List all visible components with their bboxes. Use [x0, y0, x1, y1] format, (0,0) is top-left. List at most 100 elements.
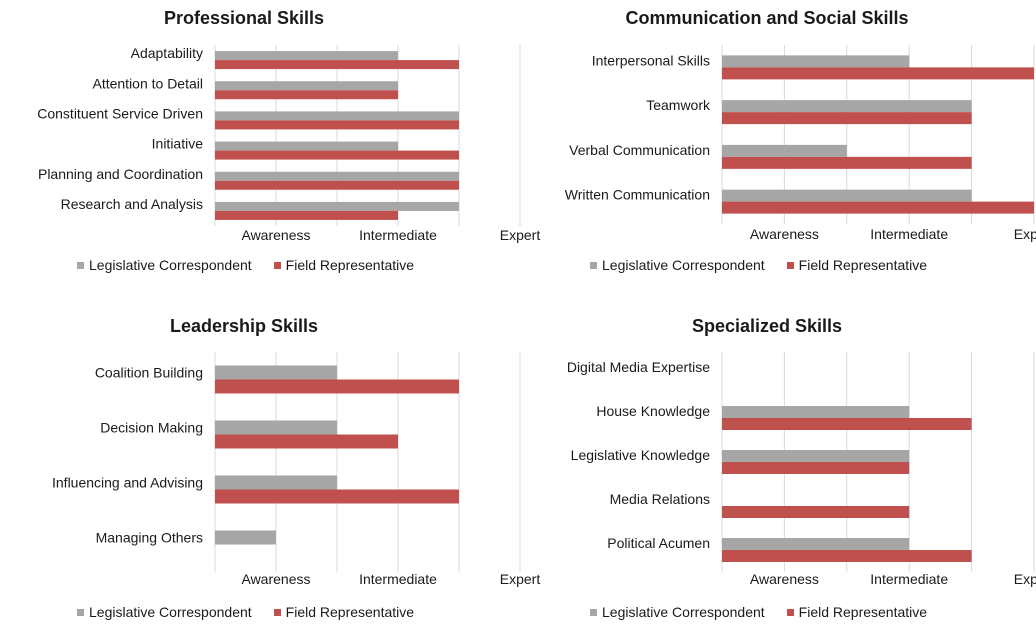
specialized-skills-chart: Specialized Skills Awareness Intermediate…	[518, 310, 1036, 633]
legend-item-field: Field Representative	[786, 604, 928, 620]
category-label: Interpersonal Skills	[592, 52, 710, 68]
x-tick-label: Intermediate	[870, 226, 948, 242]
category-label: Constituent Service Driven	[37, 105, 203, 121]
category-label: Initiative	[152, 136, 204, 152]
bar-field-representative	[215, 434, 398, 449]
legend-swatch-legislative	[590, 608, 597, 616]
bar-legislative-correspondent	[215, 201, 459, 211]
bar-legislative-correspondent	[215, 111, 459, 121]
chart-legend: Legislative Correspondent Field Represent…	[590, 257, 949, 273]
bar-legislative-correspondent	[215, 420, 337, 435]
legend-swatch-legislative	[77, 261, 84, 269]
legend-swatch-legislative	[590, 261, 597, 269]
bar-field-representative	[722, 112, 972, 125]
communication-social-skills-chart: Communication and Social Skills Awarenes…	[518, 0, 1036, 300]
bar-legislative-correspondent	[722, 55, 910, 68]
leadership-skills-chart: Leadership Skills Awareness Intermediate E…	[0, 310, 540, 633]
category-label: Planning and Coordination	[38, 166, 203, 182]
bar-field-representative	[722, 201, 1034, 214]
legend-item-field: Field Representative	[273, 257, 415, 273]
chart-plot: Awareness Intermediate Expert Digital Media…	[567, 352, 1036, 587]
category-label: Digital Media Expertise	[567, 359, 710, 375]
bar-legislative-correspondent	[722, 450, 910, 462]
bar-legislative-correspondent	[722, 538, 910, 550]
category-label: Written Communication	[565, 187, 710, 203]
legend-label-field: Field Representative	[285, 604, 415, 620]
legend-swatch-field	[273, 608, 281, 616]
bar-field-representative	[722, 156, 972, 169]
bar-field-representative	[722, 418, 972, 430]
bar-field-representative	[215, 150, 459, 160]
bar-legislative-correspondent	[215, 365, 337, 380]
bar-field-representative	[215, 489, 459, 504]
bar-field-representative	[215, 90, 398, 100]
legend-label-field: Field Representative	[285, 257, 415, 273]
legend-label-legislative: Legislative Correspondent	[602, 257, 765, 273]
x-tick-label: Awareness	[750, 571, 819, 587]
legend-item-legislative: Legislative Correspondent	[590, 604, 765, 620]
category-label: Research and Analysis	[61, 196, 203, 212]
category-label: Attention to Detail	[92, 75, 203, 91]
category-label: Managing Others	[96, 530, 203, 546]
chart-legend: Legislative Correspondent Field Represent…	[77, 257, 436, 273]
category-label: Decision Making	[100, 420, 203, 436]
category-label: Influencing and Advising	[52, 475, 203, 491]
bar-legislative-correspondent	[722, 100, 972, 113]
bar-field-representative	[722, 506, 910, 518]
legend-label-legislative: Legislative Correspondent	[602, 604, 765, 620]
bar-legislative-correspondent	[215, 171, 459, 181]
category-label: Coalition Building	[95, 365, 203, 381]
x-tick-label: Expert	[500, 571, 541, 587]
x-tick-label: Expert	[1014, 571, 1036, 587]
bar-field-representative	[722, 462, 910, 474]
bar-legislative-correspondent	[722, 189, 972, 202]
legend-label-legislative: Legislative Correspondent	[89, 604, 252, 620]
category-label: Teamwork	[646, 97, 711, 113]
x-tick-label: Awareness	[241, 227, 310, 243]
chart-title: Specialized Skills	[691, 316, 843, 336]
legend-label-legislative: Legislative Correspondent	[89, 257, 252, 273]
bar-field-representative	[215, 60, 459, 70]
chart-plot: Awareness Intermediate Expert Adaptability A…	[37, 45, 540, 243]
category-label: Legislative Knowledge	[571, 447, 711, 463]
legend-swatch-field	[786, 608, 794, 616]
legend-swatch-legislative	[77, 608, 84, 616]
legend-label-field: Field Representative	[798, 604, 928, 620]
professional-skills-chart: Professional Skills Awareness Intermediat…	[0, 0, 540, 300]
x-tick-label: Awareness	[750, 226, 819, 242]
legend-item-legislative: Legislative Correspondent	[590, 257, 765, 273]
chart-plot: Awareness Intermediate Expert Interpersonal…	[565, 45, 1036, 242]
legend-item-legislative: Legislative Correspondent	[77, 604, 252, 620]
bar-field-representative	[215, 120, 459, 130]
bar-legislative-correspondent	[215, 51, 398, 61]
x-tick-label: Expert	[500, 227, 541, 243]
category-label: Media Relations	[610, 491, 710, 507]
x-tick-label: Intermediate	[359, 227, 437, 243]
legend-swatch-field	[273, 261, 281, 269]
bar-field-representative	[215, 210, 398, 220]
bar-field-representative	[215, 379, 459, 394]
category-label: Political Acumen	[607, 535, 710, 551]
chart-title: Communication and Social Skills	[625, 8, 909, 28]
chart-title: Professional Skills	[163, 8, 325, 28]
category-label: House Knowledge	[596, 403, 710, 419]
bar-legislative-correspondent	[215, 81, 398, 91]
chart-title: Leadership Skills	[169, 316, 319, 336]
x-tick-label: Intermediate	[359, 571, 437, 587]
legend-item-legislative: Legislative Correspondent	[77, 257, 252, 273]
chart-legend: Legislative Correspondent Field Represent…	[590, 604, 949, 620]
bar-field-representative	[722, 67, 1034, 80]
category-label: Adaptability	[131, 45, 203, 61]
bar-field-representative	[722, 550, 972, 562]
legend-item-field: Field Representative	[786, 257, 928, 273]
bar-legislative-correspondent	[722, 144, 847, 157]
bar-legislative-correspondent	[215, 475, 337, 490]
x-tick-label: Intermediate	[870, 571, 948, 587]
chart-plot: Awareness Intermediate Expert Coalition Bui…	[52, 352, 540, 587]
legend-item-field: Field Representative	[273, 604, 415, 620]
legend-swatch-field	[786, 261, 794, 269]
x-tick-label: Expert	[1014, 226, 1036, 242]
bar-legislative-correspondent	[722, 406, 910, 418]
legend-label-field: Field Representative	[798, 257, 928, 273]
bar-field-representative	[215, 180, 459, 190]
